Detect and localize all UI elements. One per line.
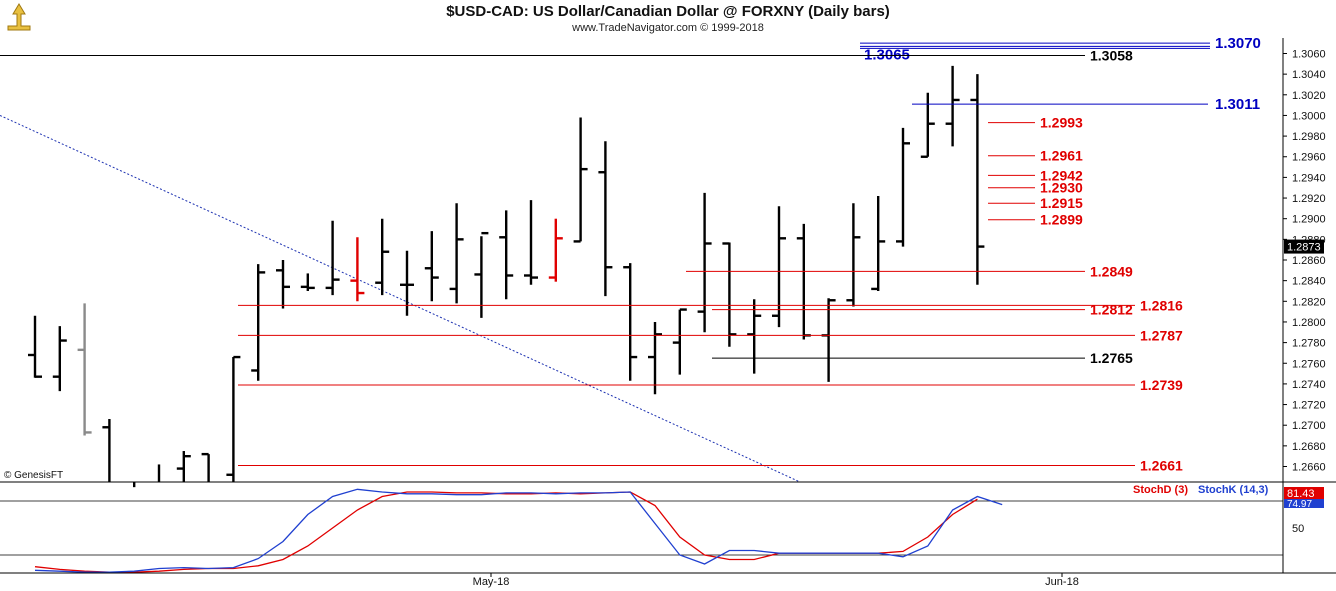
copyright-text: © GenesisFT [4,470,63,481]
level-label: 1.2899 [1040,212,1083,228]
y-tick-label: 1.2780 [1292,338,1326,350]
level-label: 1.2765 [1090,350,1133,366]
y-tick-label: 1.2700 [1292,420,1326,432]
level-label: 1.2993 [1040,115,1083,131]
x-tick-label: May-18 [473,576,510,588]
stoch-series-line [34,491,978,573]
y-tick-label: 1.3000 [1292,110,1326,122]
stoch-d-value: 81.43 [1287,488,1315,500]
chart-title: $USD-CAD: US Dollar/Canadian Dollar @ FO… [446,3,890,20]
level-label: 1.2787 [1140,327,1183,343]
y-tick-label: 1.2960 [1292,152,1326,164]
level-label: 1.2816 [1140,297,1183,313]
y-tick-label: 1.2980 [1292,131,1326,143]
level-label: 1.2812 [1090,302,1133,318]
stoch-k-legend: StochK (14,3) [1198,484,1269,496]
stoch-y-tick: 50 [1292,523,1304,535]
level-label: 1.2942 [1040,167,1083,183]
y-tick-label: 1.2720 [1292,400,1326,412]
level-label: 1.3058 [1090,48,1133,64]
y-tick-label: 1.2760 [1292,358,1326,370]
chart-header: $USD-CAD: US Dollar/Canadian Dollar @ FO… [0,0,1336,38]
level-label: 1.3065 [864,46,910,63]
y-tick-label: 1.2820 [1292,296,1326,308]
level-label: 1.2930 [1040,180,1083,196]
x-tick-label: Jun-18 [1045,576,1079,588]
y-tick-label: 1.2940 [1292,172,1326,184]
level-label: 1.2661 [1140,457,1183,473]
y-tick-label: 1.2680 [1292,441,1326,453]
last-price-box [1284,239,1324,254]
y-tick-label: 1.2740 [1292,379,1326,391]
stoch-k-value-box [1284,499,1324,508]
stoch-series-line [34,488,1003,573]
stoch-d-legend: StochD (3) [1133,484,1188,496]
stoch-k-value: 74.97 [1287,499,1312,510]
stoch-d-value-box [1284,487,1324,499]
y-tick-label: 1.2800 [1292,317,1326,329]
logo-icon [3,2,35,32]
level-label: 1.3070 [1215,35,1261,52]
level-label: 1.2739 [1140,377,1183,393]
y-tick-label: 1.2920 [1292,193,1326,205]
y-tick-label: 1.3040 [1292,69,1326,81]
y-tick-label: 1.3020 [1292,90,1326,102]
y-tick-label: 1.2660 [1292,462,1326,474]
level-label: 1.3011 [1215,96,1260,113]
level-label: 1.2849 [1090,263,1133,279]
last-price-label: 1.2873 [1287,242,1321,254]
chart-subtitle: www.TradeNavigator.com © 1999-2018 [572,22,764,34]
downtrend-line [0,114,801,483]
level-label: 1.2915 [1040,195,1083,211]
level-label: 1.2961 [1040,148,1083,164]
y-tick-label: 1.2840 [1292,276,1326,288]
y-tick-label: 1.2900 [1292,214,1326,226]
y-tick-label: 1.2860 [1292,255,1326,267]
y-tick-label: 1.3060 [1292,48,1326,60]
